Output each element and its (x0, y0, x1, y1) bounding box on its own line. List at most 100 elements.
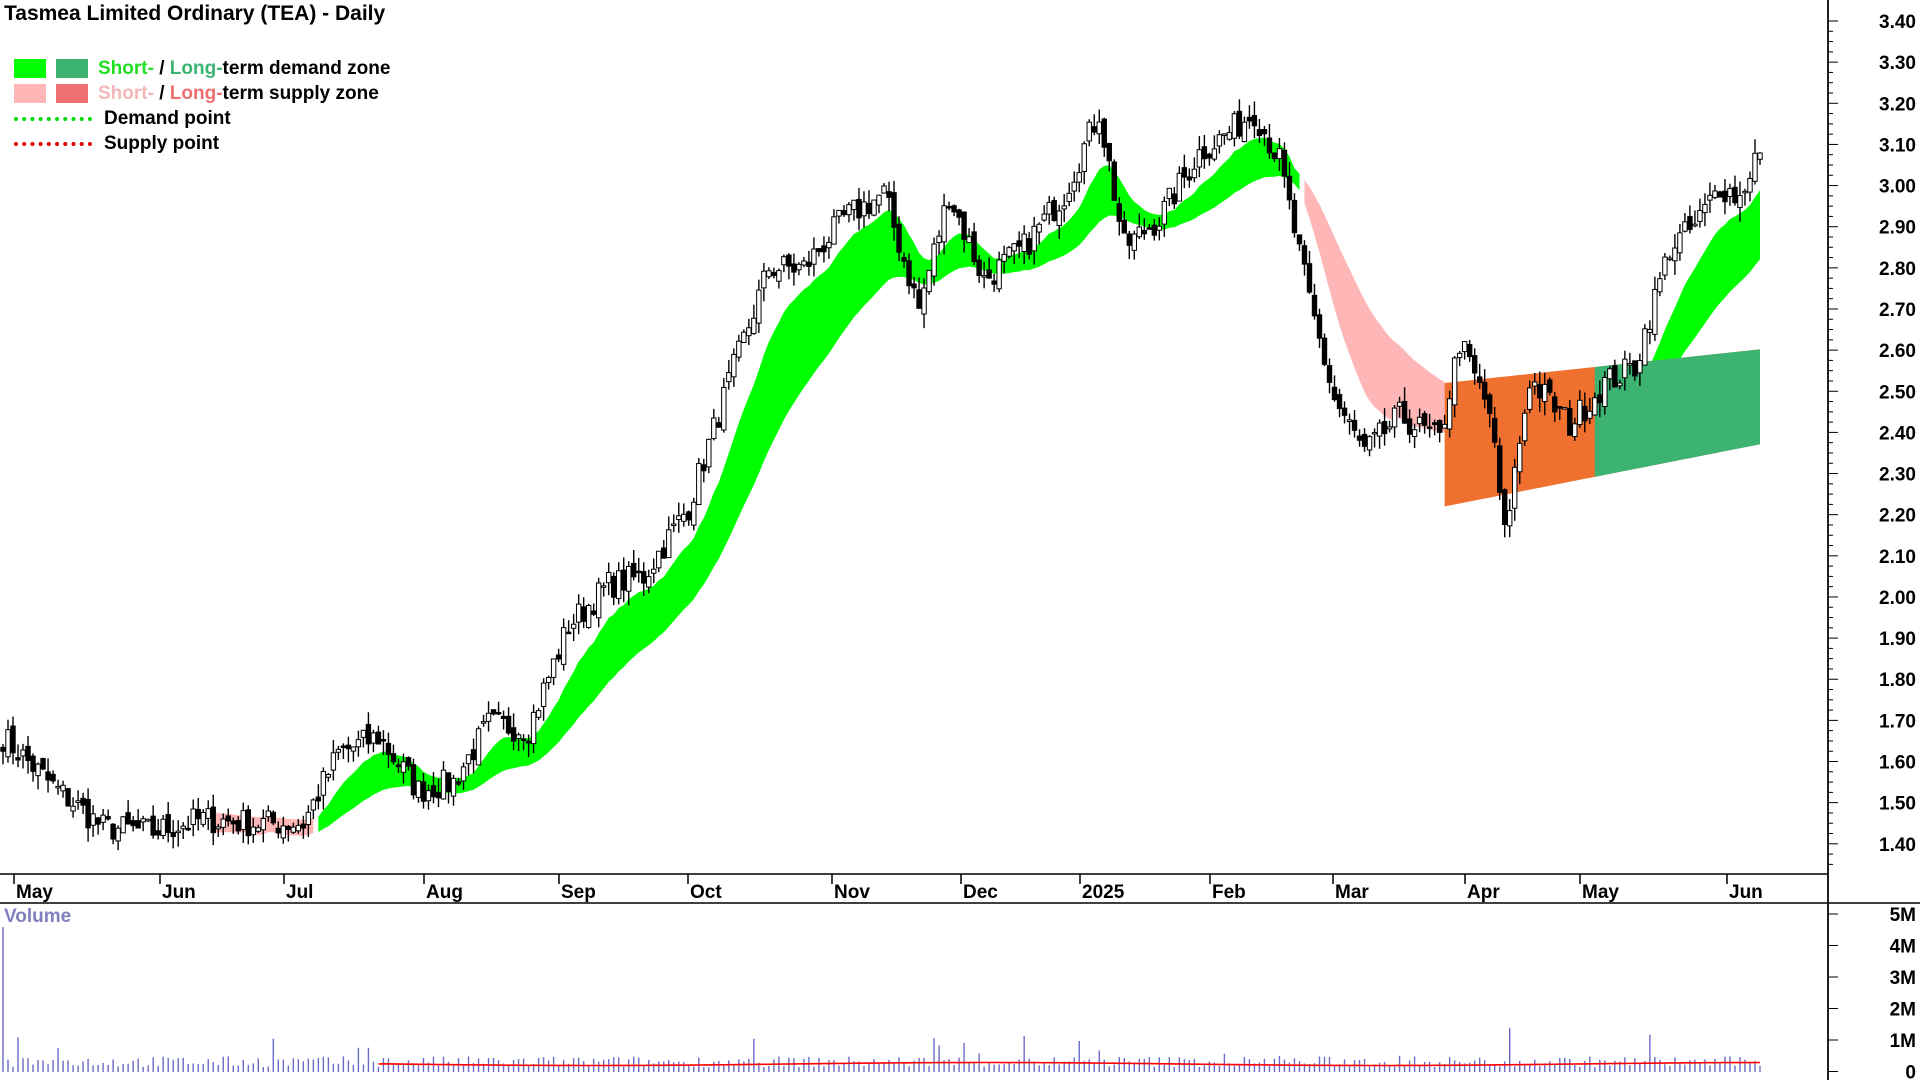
candle-body (1396, 401, 1403, 407)
candle-body (1071, 181, 1077, 192)
candle-body (215, 826, 221, 830)
candle-body (1321, 337, 1328, 365)
candle-body (430, 785, 437, 798)
candle-body (946, 205, 952, 209)
candle-body (686, 511, 692, 521)
x-tick-label: Dec (963, 882, 998, 903)
candle-body (1491, 417, 1498, 443)
candle-body (380, 739, 387, 742)
candle-body (435, 792, 442, 799)
candle-body (520, 738, 527, 742)
candle-body (445, 772, 452, 792)
candle-body (5, 729, 11, 758)
candle-body (345, 744, 352, 750)
candle-body (530, 711, 537, 745)
x-tick-label: 2025 (1082, 882, 1125, 903)
candle-body (1692, 223, 1698, 227)
candle-body (1366, 436, 1373, 451)
legend-long-label: Long- (169, 82, 223, 104)
candle-body (535, 710, 542, 718)
candle-body (480, 721, 487, 724)
candle-body (816, 248, 822, 253)
candle-body (175, 830, 181, 834)
candle-body (180, 825, 186, 830)
short-supply-swatch (14, 84, 46, 103)
candle-body (1476, 376, 1483, 383)
candle-body (1567, 408, 1573, 436)
legend-supply-point: Supply point (14, 131, 390, 156)
candle-body (310, 799, 317, 811)
candle-body (230, 820, 236, 825)
candle-body (75, 800, 81, 803)
candle-body (205, 808, 211, 819)
candle-body (245, 809, 251, 837)
candle-body (1722, 190, 1728, 203)
candle-body (505, 715, 512, 734)
candle-body (781, 256, 787, 266)
candle-body (1732, 186, 1738, 204)
candle-body (1577, 399, 1583, 426)
candle-body (25, 745, 31, 762)
candle-body (851, 199, 857, 211)
candle-body (350, 746, 357, 752)
candle-body (170, 832, 176, 838)
candle-body (425, 790, 432, 802)
candle-body (976, 259, 982, 276)
candle-body (766, 270, 772, 278)
candle-body (1241, 121, 1248, 143)
candle-body (210, 806, 216, 834)
candle-body (646, 576, 652, 588)
candle-body (1657, 278, 1663, 293)
candle-body (1096, 121, 1102, 135)
candle-body (1456, 352, 1463, 359)
candle-body (1386, 426, 1393, 430)
candle-body (956, 209, 962, 218)
candle-body (821, 245, 827, 253)
candle-body (315, 796, 322, 802)
candle-body (716, 422, 722, 428)
candle-body (1376, 422, 1383, 437)
candle-body (470, 749, 477, 761)
candle-body (30, 755, 36, 772)
chart-title: Tasmea Limited Ordinary (TEA) - Daily (4, 2, 386, 25)
candle-body (911, 283, 917, 289)
y-tick-label: 2.00 (1879, 588, 1916, 609)
candle-body (1246, 116, 1253, 122)
candle-body (961, 211, 967, 240)
candle-body (115, 827, 121, 842)
candle-body (1436, 419, 1443, 433)
candle-body (460, 766, 467, 782)
candle-body (991, 280, 997, 285)
candle-body (1026, 238, 1032, 255)
candle-body (876, 194, 882, 206)
candle-body (1481, 381, 1488, 400)
candle-body (1667, 257, 1673, 260)
short-demand-swatch (14, 59, 46, 78)
candle-body (0, 746, 6, 752)
candle-body (1331, 386, 1338, 401)
candle-body (1587, 410, 1593, 419)
candle-body (40, 758, 46, 770)
candle-body (1451, 357, 1458, 406)
candle-body (726, 372, 732, 383)
candle-body (235, 819, 241, 832)
y-tick-label: 1.60 (1879, 753, 1916, 774)
candle-body (1106, 142, 1112, 162)
y-tick-label: 2.20 (1879, 506, 1916, 527)
candle-body (696, 463, 702, 506)
candle-body (255, 827, 261, 832)
candle-body (1171, 193, 1178, 205)
candle-body (165, 814, 171, 834)
candle-body (1717, 191, 1723, 198)
candle-body (666, 529, 672, 559)
candle-body (1316, 314, 1323, 339)
legend-supply-zone: Short- / Long- term supply zone (14, 81, 390, 106)
candle-body (1672, 247, 1678, 262)
candle-body (926, 269, 932, 293)
candle-body (756, 289, 762, 324)
candle-body (1682, 221, 1688, 232)
candle-body (1356, 435, 1363, 441)
candle-body (295, 824, 302, 832)
candle-body (626, 565, 632, 592)
candle-body (1401, 400, 1408, 424)
